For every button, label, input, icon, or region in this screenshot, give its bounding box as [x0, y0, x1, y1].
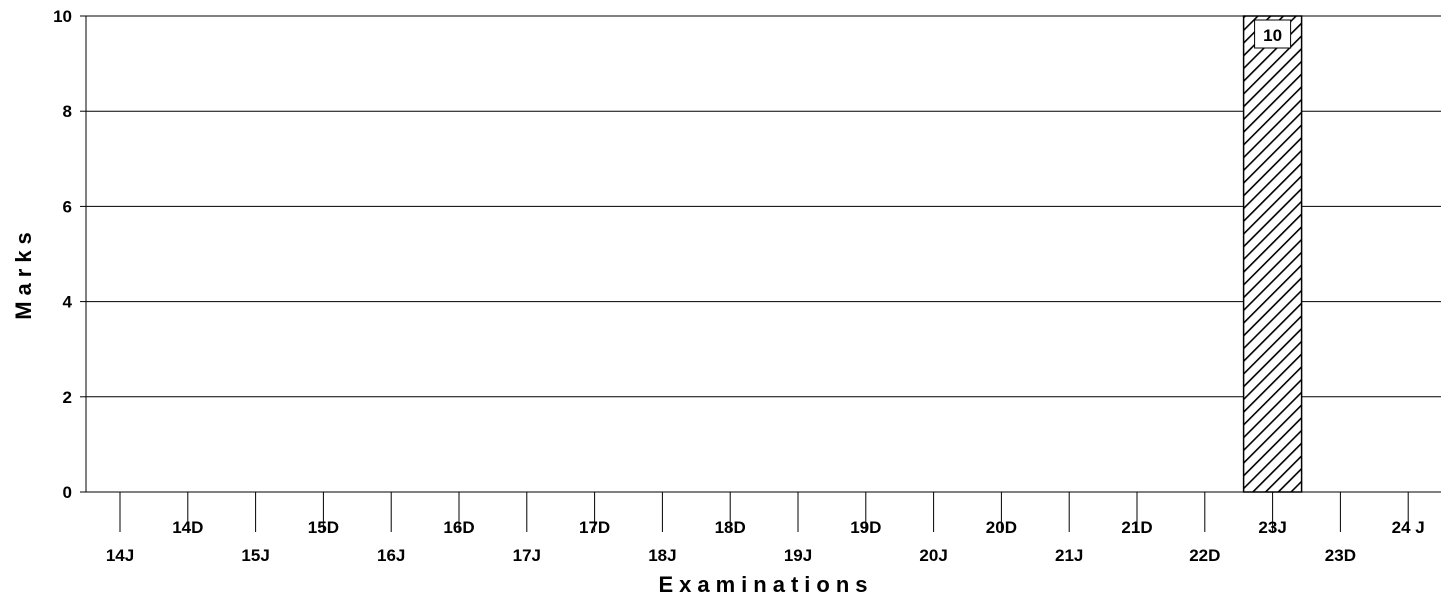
- x-tick-label: 20D: [986, 518, 1017, 537]
- x-tick-label: 24 J: [1392, 518, 1425, 537]
- x-tick-label: 18J: [648, 546, 676, 565]
- y-tick-label: 10: [53, 7, 72, 26]
- x-tick-label: 23J: [1258, 518, 1286, 537]
- x-tick-label: 18D: [715, 518, 746, 537]
- data-label: 10: [1263, 26, 1282, 45]
- x-tick-label: 21J: [1055, 546, 1083, 565]
- x-tick-label: 23D: [1325, 546, 1356, 565]
- x-tick-label: 15J: [241, 546, 269, 565]
- data-label-box: [1254, 19, 1292, 49]
- x-tick-label: 17D: [579, 518, 610, 537]
- x-axis-title: Examinations: [658, 572, 873, 597]
- gridlines: [86, 15, 1441, 493]
- y-tick-label: 2: [63, 388, 72, 407]
- x-tick-label: 19D: [850, 518, 881, 537]
- x-tick-label: 21D: [1121, 518, 1152, 537]
- x-tick-label: 16D: [443, 518, 474, 537]
- x-tick-label: 15D: [308, 518, 339, 537]
- bar: [1242, 15, 1303, 493]
- x-tick-label: 14J: [106, 546, 134, 565]
- y-tick-label: 0: [63, 483, 72, 502]
- x-tick-label: 22D: [1189, 546, 1220, 565]
- x-tick-label: 19J: [784, 546, 812, 565]
- x-axis: 14J 14D 15J 15D 16J 16D 17J 17D 18J 18D 19J 19D 20J 2…: [106, 492, 1425, 565]
- x-tick-label: 16J: [377, 546, 405, 565]
- y-axis: 0 2 4 6 8 10: [53, 7, 87, 502]
- y-tick-label: 8: [63, 102, 72, 121]
- x-tick-label: 14D: [172, 518, 203, 537]
- y-tick-label: 4: [63, 293, 73, 312]
- x-tick-label: 17J: [513, 546, 541, 565]
- x-tick-label: 20J: [919, 546, 947, 565]
- y-tick-label: 6: [63, 197, 72, 216]
- y-axis-title: Marks: [11, 226, 36, 320]
- bars: 10: [1242, 15, 1303, 493]
